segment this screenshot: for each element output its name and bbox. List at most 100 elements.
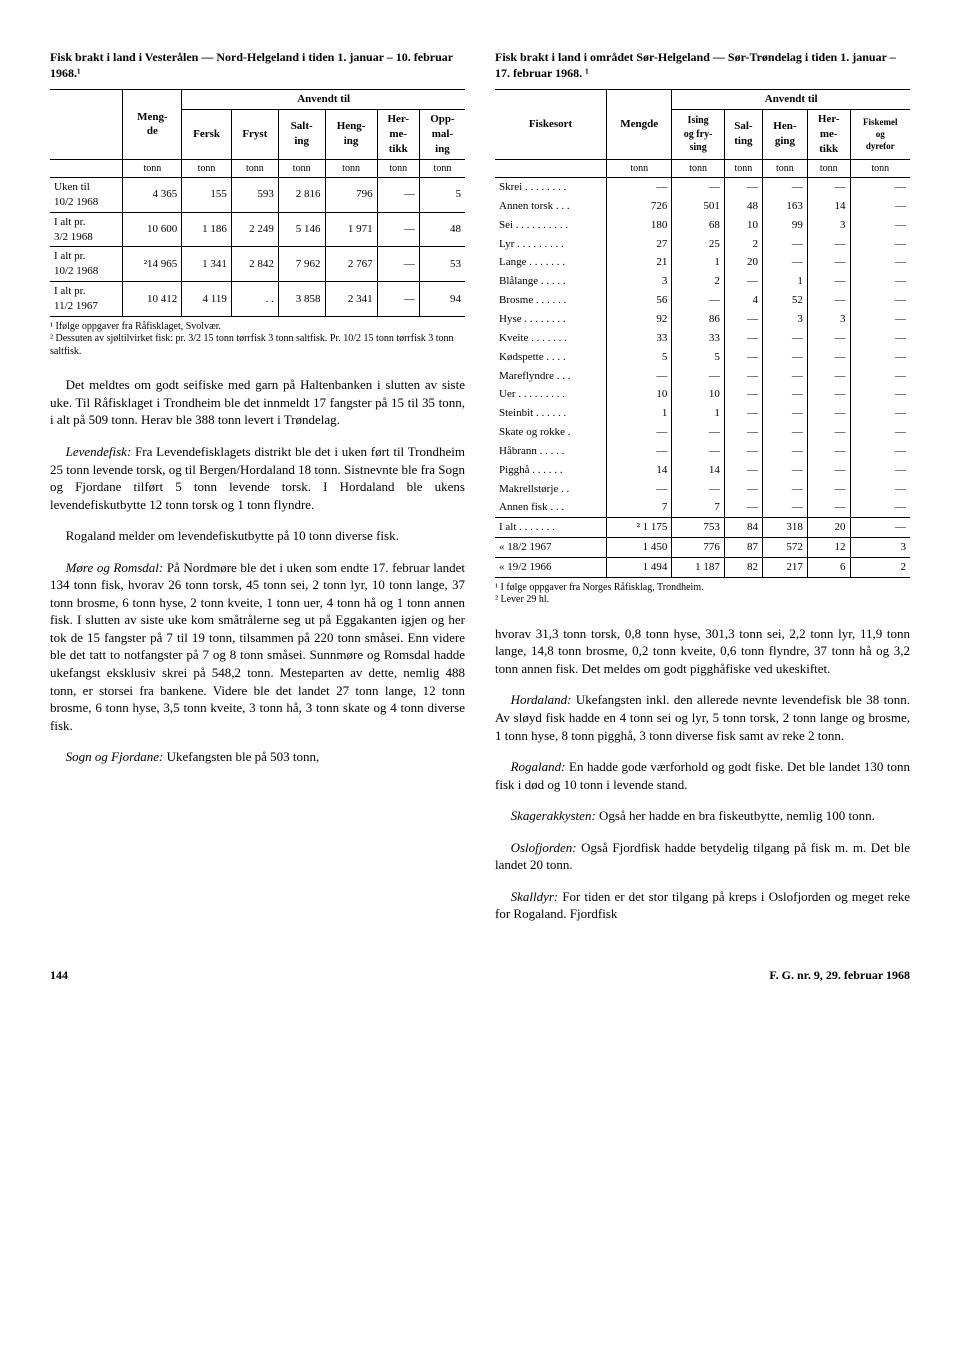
cell: — — [850, 216, 910, 235]
table-row: Uer . . . . . . . . .1010———— — [495, 385, 910, 404]
cell: ² 1 175 — [607, 518, 672, 538]
cell: — — [807, 235, 850, 254]
cell: — — [807, 498, 850, 517]
cell: — — [807, 404, 850, 423]
cell: . . — [231, 282, 278, 317]
table-row: Annen torsk . . .7265014816314— — [495, 197, 910, 216]
table1-title: Fisk brakt i land i Vesterålen — Nord-He… — [50, 50, 465, 81]
cell: — — [807, 385, 850, 404]
cell: — — [724, 480, 762, 499]
cell: 4 365 — [123, 178, 182, 213]
unit: tonn — [377, 159, 419, 178]
cell: 14 — [807, 197, 850, 216]
cell: 52 — [762, 291, 807, 310]
table-row: Annen fisk . . .77———— — [495, 498, 910, 517]
cell: — — [672, 367, 724, 386]
cell: — — [607, 178, 672, 197]
th-hermetikk: Her- me- tikk — [377, 110, 419, 160]
cell: 94 — [419, 282, 465, 317]
unit: tonn — [231, 159, 278, 178]
body-paragraph: Hordaland: Ukefangsten inkl. den allered… — [495, 691, 910, 744]
th-hermetikk: Her- me- tikk — [807, 110, 850, 160]
cell: — — [724, 272, 762, 291]
table-row: Steinbit . . . . . .11———— — [495, 404, 910, 423]
cell: — — [724, 178, 762, 197]
cell: — — [377, 212, 419, 247]
cell: — — [724, 348, 762, 367]
cell: 20 — [807, 518, 850, 538]
cell: 99 — [762, 216, 807, 235]
cell: — — [807, 178, 850, 197]
footnote: ¹ I følge oppgaver fra Norges Råfisklag,… — [495, 582, 910, 595]
cell: — — [850, 272, 910, 291]
row-label: « 19/2 1966 — [495, 557, 607, 577]
table-row: I alt pr. 3/2 196810 6001 1862 2495 1461… — [50, 212, 465, 247]
cell: — — [807, 291, 850, 310]
footnote: ¹ Ifølge oppgaver fra Råfisklaget, Svolv… — [50, 321, 465, 334]
cell: — — [762, 178, 807, 197]
cell: — — [377, 282, 419, 317]
body-paragraph: Rogaland: En hadde gode værforhold og go… — [495, 758, 910, 793]
row-label: Skate og rokke . — [495, 423, 607, 442]
cell: 7 — [607, 498, 672, 517]
table-total-row: I alt . . . . . . .² 1 1757538431820— — [495, 518, 910, 538]
unit: tonn — [762, 159, 807, 178]
table-row: Lange . . . . . . .21120——— — [495, 253, 910, 272]
paragraph-lead: Oslofjorden: — [511, 840, 582, 855]
body-paragraph: Sogn og Fjordane: Ukefangsten ble på 503… — [50, 748, 465, 766]
body-paragraph: Levendefisk: Fra Levendefisklagets distr… — [50, 443, 465, 513]
cell: — — [762, 329, 807, 348]
table-row: Hyse . . . . . . . .9286—33— — [495, 310, 910, 329]
cell: — — [607, 442, 672, 461]
row-label: Pigghå . . . . . . — [495, 461, 607, 480]
unit: tonn — [278, 159, 325, 178]
cell: — — [850, 385, 910, 404]
cell: 10 412 — [123, 282, 182, 317]
table1: Meng- de Anvendt til Fersk Fryst Salt- i… — [50, 89, 465, 317]
cell: 84 — [724, 518, 762, 538]
row-label: Kveite . . . . . . . — [495, 329, 607, 348]
row-label: Makrellstørje . . — [495, 480, 607, 499]
row-label: Uer . . . . . . . . . — [495, 385, 607, 404]
cell: — — [850, 442, 910, 461]
th-anvendt: Anvendt til — [672, 90, 910, 110]
footnote: ² Lever 29 hl. — [495, 594, 910, 607]
cell: 318 — [762, 518, 807, 538]
cell: — — [807, 348, 850, 367]
cell: — — [850, 178, 910, 197]
cell: 180 — [607, 216, 672, 235]
cell: — — [850, 404, 910, 423]
cell: 2 — [724, 235, 762, 254]
row-label: Steinbit . . . . . . — [495, 404, 607, 423]
cell: — — [850, 518, 910, 538]
table-row: Skrei . . . . . . . .—————— — [495, 178, 910, 197]
cell: 10 — [672, 385, 724, 404]
cell: — — [850, 480, 910, 499]
cell: 1 — [672, 253, 724, 272]
table-row: I alt pr. 11/2 196710 4124 119. .3 8582 … — [50, 282, 465, 317]
table-row: Sei . . . . . . . . . .1806810993— — [495, 216, 910, 235]
cell: 7 962 — [278, 247, 325, 282]
cell: — — [850, 329, 910, 348]
unit: tonn — [672, 159, 724, 178]
cell: — — [807, 461, 850, 480]
row-label: Annen fisk . . . — [495, 498, 607, 517]
row-label: Annen torsk . . . — [495, 197, 607, 216]
paragraph-lead: Sogn og Fjordane: — [66, 749, 167, 764]
unit: tonn — [607, 159, 672, 178]
th-oppmaling: Opp- mal- ing — [419, 110, 465, 160]
cell: 27 — [607, 235, 672, 254]
cell: 5 — [672, 348, 724, 367]
cell: — — [724, 310, 762, 329]
row-label: Hyse . . . . . . . . — [495, 310, 607, 329]
cell: 48 — [419, 212, 465, 247]
cell: 10 — [607, 385, 672, 404]
th-henging: Heng- ing — [325, 110, 377, 160]
body-paragraph: Oslofjorden: Også Fjordfisk hadde betyde… — [495, 839, 910, 874]
cell: 3 — [807, 216, 850, 235]
cell: 1 186 — [182, 212, 232, 247]
unit: tonn — [807, 159, 850, 178]
paragraph-lead: Møre og Romsdal: — [66, 560, 167, 575]
table-row: Brosme . . . . . .56—452—— — [495, 291, 910, 310]
cell: — — [850, 348, 910, 367]
